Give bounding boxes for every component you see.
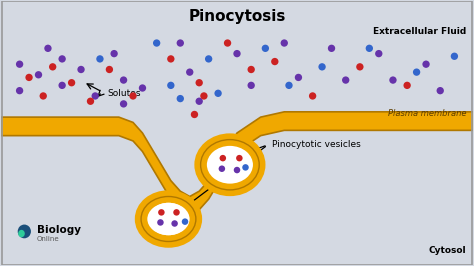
Point — [451, 54, 458, 59]
Point — [233, 52, 241, 56]
Point — [129, 94, 137, 98]
Point — [77, 67, 85, 72]
Point — [167, 83, 174, 88]
Point — [309, 94, 317, 98]
Point — [157, 210, 165, 214]
Point — [365, 46, 373, 51]
Point — [120, 78, 128, 82]
Point — [318, 65, 326, 69]
Point — [39, 94, 47, 98]
Point — [49, 65, 56, 69]
Point — [328, 46, 335, 51]
Point — [295, 75, 302, 80]
Point — [173, 210, 180, 214]
Point — [181, 219, 189, 224]
Ellipse shape — [141, 197, 196, 242]
Point — [156, 220, 164, 225]
Point — [413, 70, 420, 74]
Point — [224, 41, 231, 45]
Text: Online: Online — [36, 236, 59, 242]
Point — [153, 41, 160, 45]
Point — [437, 89, 444, 93]
Point — [205, 57, 212, 61]
Point — [200, 94, 208, 98]
Point — [171, 221, 178, 226]
Point — [176, 97, 184, 101]
Text: Plasma membrane: Plasma membrane — [388, 109, 466, 118]
Point — [214, 91, 222, 95]
Point — [218, 167, 226, 171]
Ellipse shape — [209, 147, 251, 183]
Point — [233, 168, 241, 172]
Point — [271, 59, 279, 64]
Point — [68, 81, 75, 85]
Point — [403, 83, 411, 88]
Point — [16, 62, 23, 66]
Point — [191, 112, 198, 117]
Point — [186, 70, 193, 74]
Point — [356, 65, 364, 69]
Point — [281, 41, 288, 45]
Point — [236, 156, 243, 160]
Ellipse shape — [201, 140, 259, 190]
Point — [44, 46, 52, 51]
Text: Cytosol: Cytosol — [428, 246, 466, 255]
Text: Biology: Biology — [36, 225, 81, 235]
Point — [106, 67, 113, 72]
Ellipse shape — [18, 225, 31, 238]
Point — [195, 81, 203, 85]
Point — [262, 46, 269, 51]
Ellipse shape — [149, 203, 188, 235]
Point — [342, 78, 349, 82]
Point — [110, 52, 118, 56]
Point — [58, 83, 66, 88]
Point — [375, 52, 383, 56]
Point — [120, 102, 128, 106]
Point — [422, 62, 430, 66]
Point — [195, 99, 203, 103]
Polygon shape — [0, 112, 474, 215]
Text: Solutes: Solutes — [107, 89, 140, 98]
Point — [35, 73, 42, 77]
Ellipse shape — [18, 230, 25, 237]
Point — [16, 89, 23, 93]
Point — [285, 83, 293, 88]
Point — [25, 75, 33, 80]
Point — [139, 86, 146, 90]
Text: Pinocytosis: Pinocytosis — [188, 9, 286, 24]
Point — [176, 41, 184, 45]
Point — [91, 94, 99, 98]
Point — [247, 67, 255, 72]
Point — [219, 156, 227, 160]
Text: Extracellular Fluid: Extracellular Fluid — [373, 27, 466, 36]
Text: Pinocytotic vesicles: Pinocytotic vesicles — [273, 140, 361, 149]
Point — [247, 83, 255, 88]
Point — [242, 165, 249, 169]
Point — [167, 57, 174, 61]
Point — [96, 57, 104, 61]
Point — [389, 78, 397, 82]
Point — [87, 99, 94, 103]
Point — [58, 57, 66, 61]
